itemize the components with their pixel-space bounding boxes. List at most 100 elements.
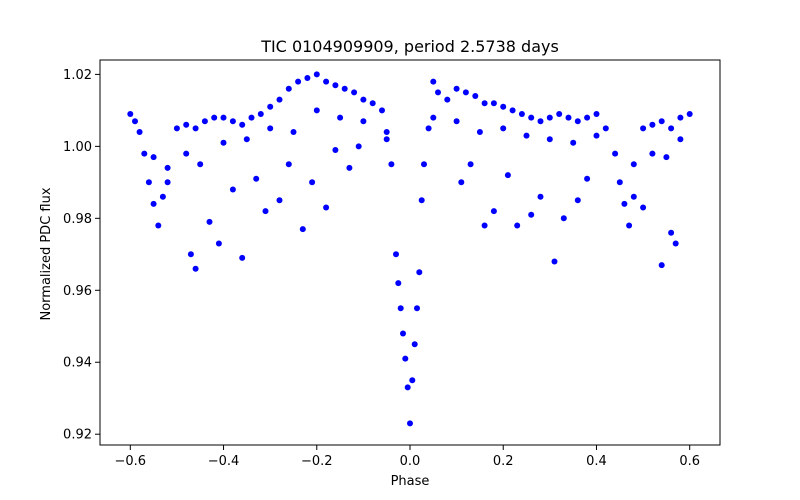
data-point xyxy=(677,114,684,121)
data-point xyxy=(626,222,633,229)
data-point xyxy=(145,179,152,186)
data-point xyxy=(453,85,460,92)
data-point xyxy=(616,179,623,186)
data-point xyxy=(150,200,157,207)
data-point xyxy=(239,121,246,128)
data-point xyxy=(546,136,553,143)
data-point xyxy=(400,330,406,337)
data-point xyxy=(395,280,402,287)
data-point xyxy=(602,125,609,132)
data-point xyxy=(574,118,581,125)
data-point xyxy=(309,179,316,186)
data-point xyxy=(355,143,362,150)
data-point xyxy=(504,172,511,179)
data-point xyxy=(220,114,227,121)
x-tick-label: −0.6 xyxy=(115,454,147,469)
x-tick-label: 0.2 xyxy=(493,454,514,469)
data-point xyxy=(369,100,376,107)
data-point xyxy=(150,154,157,161)
data-point xyxy=(472,93,479,99)
data-point xyxy=(593,132,600,139)
data-point xyxy=(528,114,535,121)
data-point xyxy=(332,82,339,89)
data-point xyxy=(262,208,269,215)
y-tick-label: 0.96 xyxy=(63,284,92,299)
y-axis-label: Normalized PDC flux xyxy=(39,187,54,320)
data-point xyxy=(341,85,348,92)
data-point xyxy=(649,150,656,157)
data-point xyxy=(337,114,344,121)
data-point xyxy=(197,161,204,168)
data-point xyxy=(276,96,283,103)
data-point xyxy=(668,125,675,132)
data-point xyxy=(421,161,427,168)
data-point xyxy=(584,175,591,182)
y-tick-label: 1.00 xyxy=(63,140,92,155)
data-point xyxy=(509,107,516,114)
data-point xyxy=(416,269,423,276)
data-point xyxy=(323,78,330,85)
data-point xyxy=(640,204,647,211)
data-point xyxy=(267,103,274,110)
data-point xyxy=(537,118,544,125)
data-point xyxy=(435,89,441,96)
data-point xyxy=(346,164,353,171)
data-point xyxy=(397,305,404,312)
data-point xyxy=(192,125,199,132)
data-point xyxy=(514,222,521,229)
data-point xyxy=(383,129,390,135)
data-point xyxy=(523,132,530,139)
data-point xyxy=(211,114,218,121)
data-point xyxy=(677,136,684,143)
data-point xyxy=(612,150,619,157)
data-point xyxy=(584,114,591,121)
data-point xyxy=(458,179,465,186)
x-tick-label: 0.6 xyxy=(679,454,700,469)
data-point xyxy=(481,222,488,229)
data-point xyxy=(663,154,670,161)
plot-area: −0.6 −0.4 −0.2 0.0 0.2 0.4 0.6 0.920.940.960.9… xyxy=(63,59,721,469)
data-point xyxy=(658,262,665,269)
data-points xyxy=(127,71,693,427)
x-axis-label: Phase xyxy=(391,474,430,489)
data-point xyxy=(173,125,180,132)
data-point xyxy=(323,204,330,211)
data-point xyxy=(313,107,320,114)
data-point xyxy=(649,121,656,128)
data-point xyxy=(141,150,148,157)
data-point xyxy=(253,175,260,182)
data-point xyxy=(574,197,581,204)
data-point xyxy=(630,161,637,168)
data-point xyxy=(285,85,292,92)
data-point xyxy=(476,129,483,135)
data-point xyxy=(430,114,437,121)
x-tick-label: −0.4 xyxy=(208,454,240,469)
data-point xyxy=(565,114,572,121)
data-point xyxy=(229,118,236,125)
data-point xyxy=(462,89,469,96)
data-point xyxy=(418,197,425,204)
data-point xyxy=(360,118,367,125)
data-point xyxy=(267,125,274,132)
data-point xyxy=(570,139,577,146)
data-point xyxy=(409,377,416,384)
data-point xyxy=(560,215,567,222)
data-point xyxy=(490,208,497,215)
data-point xyxy=(430,78,437,85)
y-tick-label: 0.94 xyxy=(63,356,92,371)
data-point xyxy=(220,139,227,146)
data-point xyxy=(155,222,162,229)
data-point xyxy=(630,193,637,200)
data-point xyxy=(672,240,679,247)
data-point xyxy=(164,179,171,186)
x-tick-label: 0.4 xyxy=(586,454,607,469)
data-point xyxy=(229,186,236,193)
chart-title: TIC 0104909909, period 2.5738 days xyxy=(260,37,559,56)
data-point xyxy=(192,265,199,272)
data-point xyxy=(383,136,390,143)
data-point xyxy=(407,420,413,427)
data-point xyxy=(243,136,250,143)
data-point xyxy=(206,218,213,225)
data-point xyxy=(295,78,302,85)
